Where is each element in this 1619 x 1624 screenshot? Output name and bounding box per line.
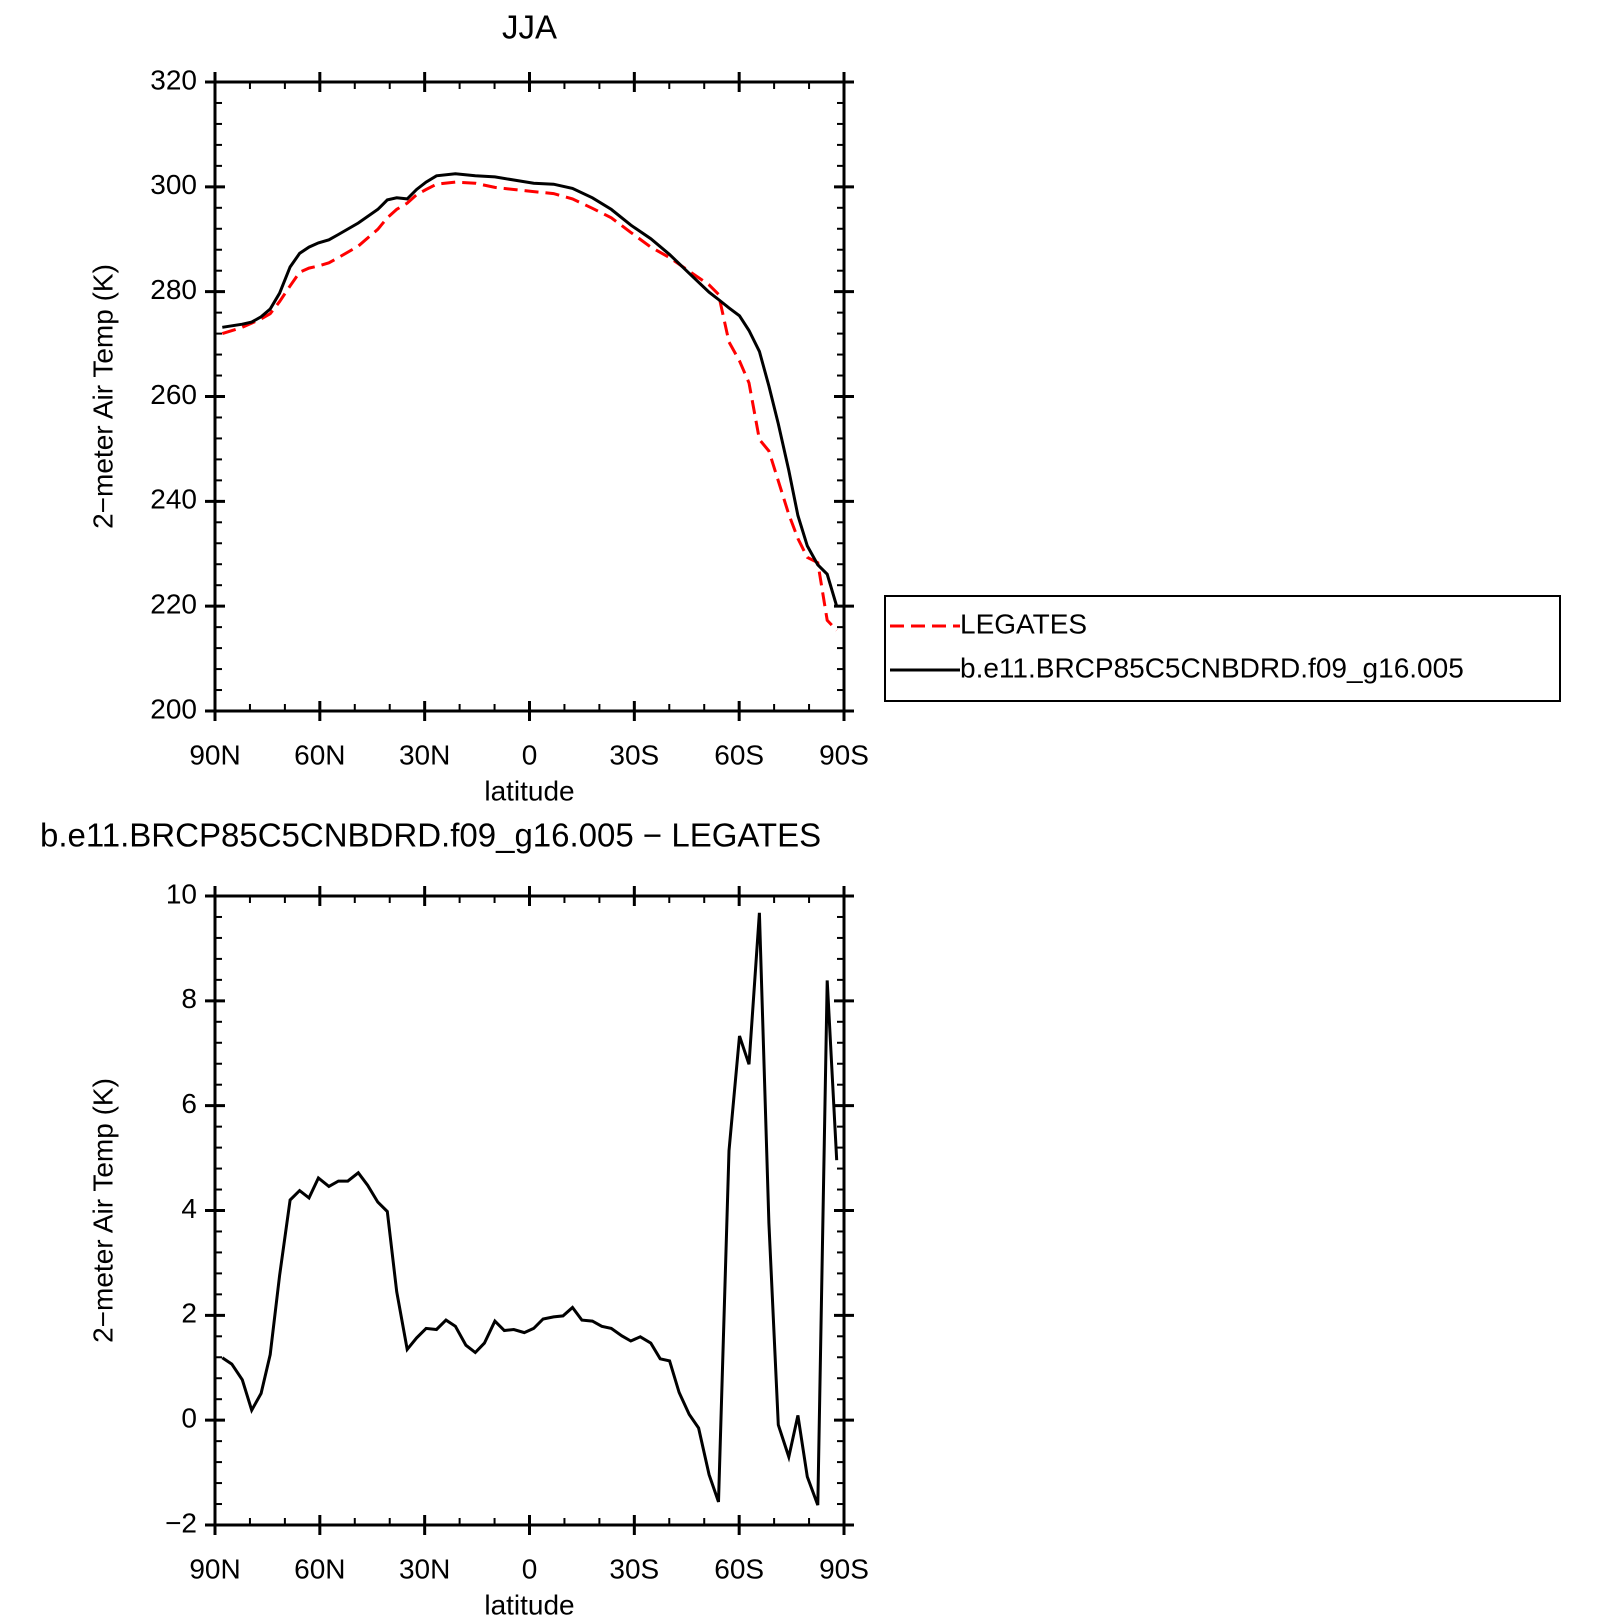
x-tick-label: 90S (819, 1553, 869, 1584)
y-tick-label: 8 (181, 983, 197, 1014)
x-tick-label: 60N (294, 739, 345, 770)
y-tick-label: 10 (166, 878, 197, 909)
x-tick-label: 30S (609, 739, 659, 770)
data-line (221, 180, 838, 632)
chart-title: b.e11.BRCP85C5CNBDRD.f09_g16.005 − LEGAT… (40, 817, 821, 854)
legend-box (884, 595, 1561, 702)
y-tick-label: −2 (165, 1507, 197, 1538)
x-tick-label: 90S (819, 739, 869, 770)
y-tick-label: 240 (150, 484, 197, 515)
x-tick-label: 90N (189, 739, 240, 770)
x-tick-label: 30N (399, 1553, 450, 1584)
x-tick-label: 60N (294, 1553, 345, 1584)
y-tick-label: 220 (150, 589, 197, 620)
x-tick-label: 0 (522, 1553, 538, 1584)
y-tick-label: 0 (181, 1403, 197, 1434)
y-axis-label: 2−meter Air Temp (K) (87, 1078, 118, 1343)
legend-label: b.e11.BRCP85C5CNBDRD.f09_g16.005 (960, 652, 1464, 683)
x-tick-label: 60S (714, 739, 764, 770)
y-axis-label: 2−meter Air Temp (K) (87, 264, 118, 529)
x-tick-label: 90N (189, 1553, 240, 1584)
y-tick-label: 260 (150, 379, 197, 410)
y-tick-label: 300 (150, 169, 197, 200)
y-tick-label: 200 (150, 693, 197, 724)
y-tick-label: 4 (181, 1193, 197, 1224)
x-tick-label: 0 (522, 739, 538, 770)
plot-frame (213, 894, 846, 1527)
data-line (221, 912, 839, 1506)
x-tick-label: 30N (399, 739, 450, 770)
y-tick-label: 320 (150, 64, 197, 95)
x-axis-label: latitude (484, 775, 574, 806)
data-line (222, 172, 839, 607)
y-tick-label: 2 (181, 1298, 197, 1329)
x-tick-label: 60S (714, 1553, 764, 1584)
plot-frame (213, 80, 846, 713)
y-tick-label: 6 (181, 1088, 197, 1119)
legend-label: LEGATES (960, 608, 1087, 639)
x-axis-label: latitude (484, 1589, 574, 1619)
chart-title: JJA (502, 9, 557, 46)
y-tick-label: 280 (150, 274, 197, 305)
x-tick-label: 30S (609, 1553, 659, 1584)
